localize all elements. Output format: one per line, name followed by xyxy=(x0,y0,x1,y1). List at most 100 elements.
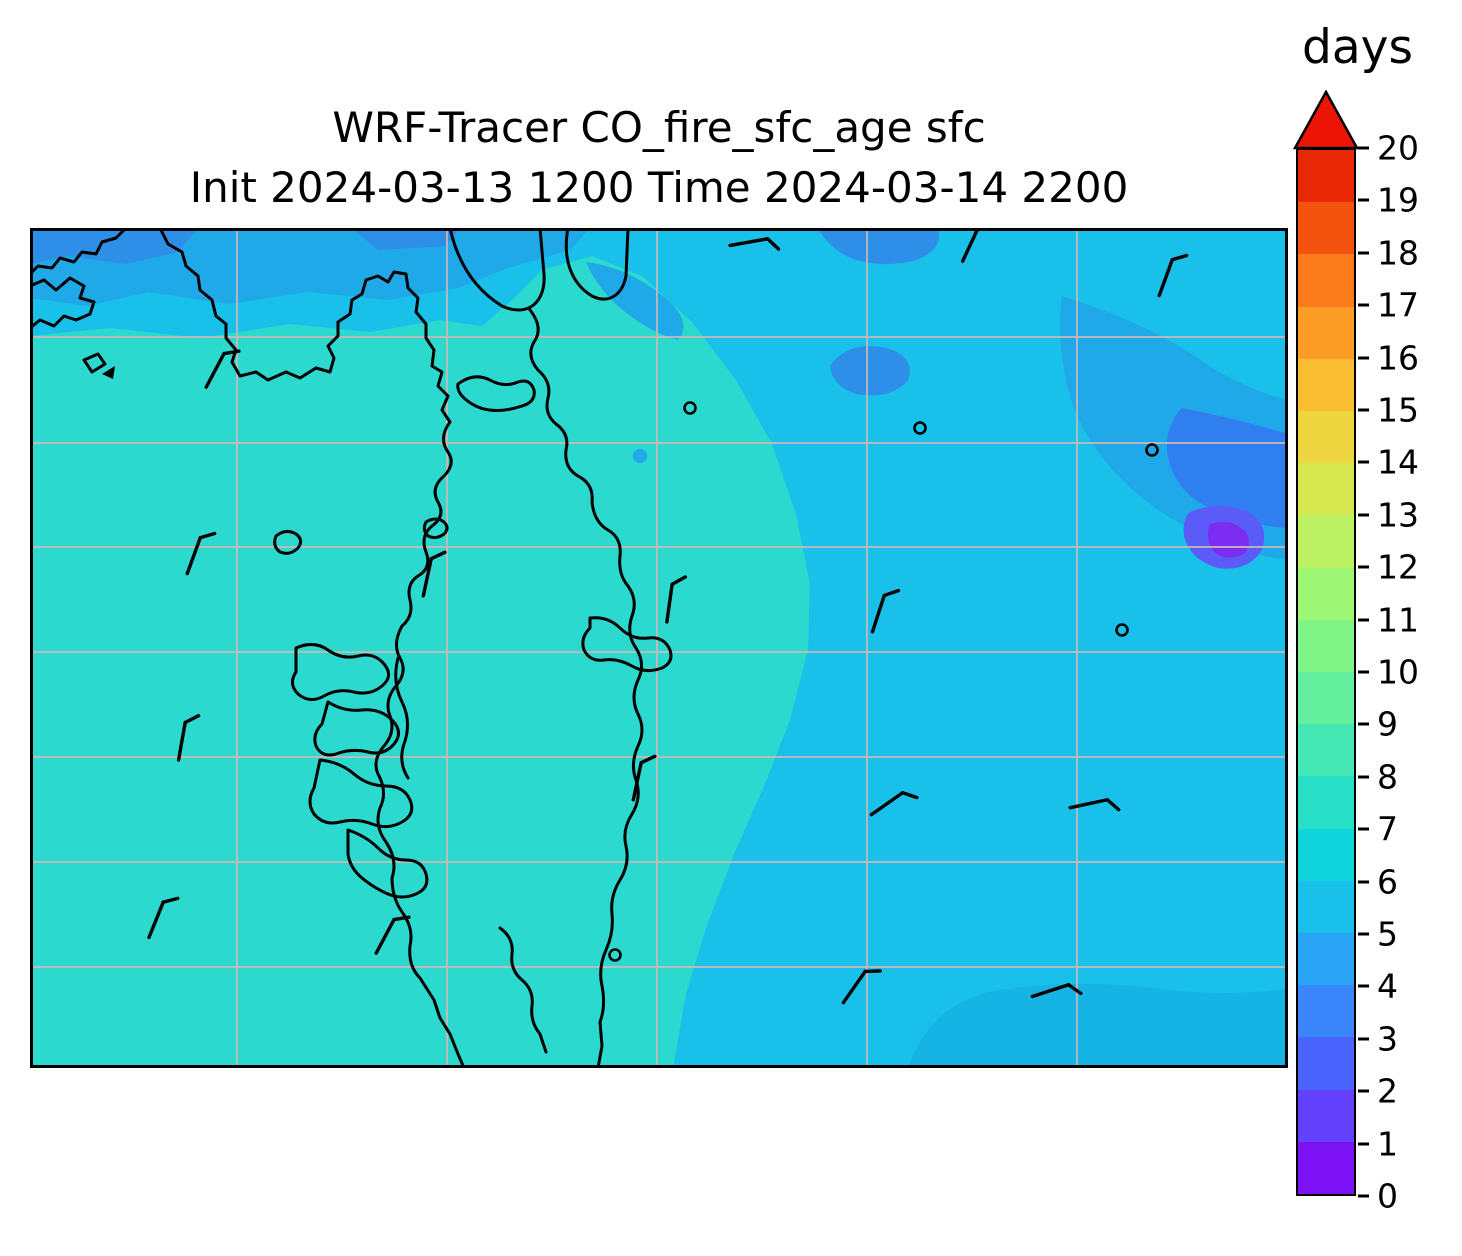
calm-wind-circle-icon xyxy=(1145,443,1159,457)
colorbar-tick-mark xyxy=(1358,670,1369,674)
colorbar-tick: 11 xyxy=(1358,600,1419,639)
colorbar-tick-label: 20 xyxy=(1377,128,1419,168)
colorbar-tick-label: 15 xyxy=(1377,390,1419,430)
colorbar-band xyxy=(1298,933,1354,986)
colorbar-tick: 13 xyxy=(1358,495,1419,534)
colorbar-tick: 16 xyxy=(1358,338,1419,377)
colorbar-tick-mark xyxy=(1358,827,1369,831)
colorbar-tick-label: 14 xyxy=(1377,442,1419,482)
colorbar-band xyxy=(1298,254,1354,307)
calm-wind-circle-icon xyxy=(683,401,697,415)
colorbar-tick-mark xyxy=(1358,408,1369,412)
colorbar-tick-labels: 0 1 2 3 4 5 6 7 8 9 10 11 12 13 14 15 16 17 18 19 20 xyxy=(1358,129,1462,1216)
wind-barb-icon xyxy=(1068,798,1121,812)
wind-barb-icon xyxy=(841,969,882,1005)
colorbar-tick: 3 xyxy=(1358,1019,1398,1058)
colorbar-band xyxy=(1298,724,1354,777)
colorbar-band xyxy=(1298,150,1354,203)
colorbar-tick-mark xyxy=(1358,984,1369,988)
colorbar-tick-label: 7 xyxy=(1377,809,1398,849)
wind-barb-icon xyxy=(1157,253,1189,298)
grid-lines xyxy=(30,228,1288,1068)
coastline-path xyxy=(158,228,466,1068)
colorbar-band xyxy=(1298,202,1354,255)
plot-title-line2: Init 2024-03-13 1200 Time 2024-03-14 220… xyxy=(189,162,1129,212)
colorbar-tick-mark xyxy=(1358,1142,1369,1146)
colorbar-tick-label: 8 xyxy=(1377,757,1398,797)
contour-region-topleft-blue xyxy=(30,228,198,264)
contour-region-top-dip xyxy=(586,262,684,340)
colorbar-tick: 18 xyxy=(1358,233,1419,272)
wind-barbs xyxy=(102,228,1189,1005)
wind-barb-icon xyxy=(960,228,996,263)
colorbar-tick-label: 1 xyxy=(1377,1124,1398,1164)
colorbar-band xyxy=(1298,567,1354,620)
colorbar-tick-mark xyxy=(1358,460,1369,464)
colorbar-tick-label: 18 xyxy=(1377,233,1419,273)
colorbar-tick-mark xyxy=(1358,356,1369,360)
colorbar-extend-triangle xyxy=(1293,90,1359,150)
colorbar-tick: 12 xyxy=(1358,548,1419,587)
colorbar-tick-label: 5 xyxy=(1377,914,1398,954)
colorbar-band xyxy=(1298,358,1354,412)
wind-barb-icon xyxy=(665,575,688,624)
colorbar-tick-mark xyxy=(1358,1089,1369,1093)
calm-wind-circle-icon xyxy=(1115,623,1129,637)
colorbar-tick-mark xyxy=(1358,565,1369,569)
colorbar-tick: 19 xyxy=(1358,181,1419,220)
colorbar-tick: 20 xyxy=(1358,129,1419,168)
colorbar-band xyxy=(1298,828,1354,881)
contour-region-east-blue xyxy=(1166,408,1288,528)
contour-field xyxy=(30,228,1288,1068)
colorbar-tick-label: 13 xyxy=(1377,495,1419,535)
colorbar-tick-label: 10 xyxy=(1377,652,1419,692)
colorbar-band xyxy=(1298,985,1354,1038)
colorbar-tick: 9 xyxy=(1358,705,1398,744)
colorbar-tick-label: 4 xyxy=(1377,966,1398,1006)
colorbar-band xyxy=(1298,1089,1354,1142)
wind-barb-icon xyxy=(374,915,411,955)
contour-region-topmid-blue xyxy=(352,228,460,250)
colorbar-tick-mark xyxy=(1358,618,1369,622)
colorbar-tick: 0 xyxy=(1358,1177,1398,1216)
colorbar-tick-mark xyxy=(1358,251,1369,255)
wind-barb-icon xyxy=(185,531,217,576)
colorbar-band xyxy=(1298,1037,1354,1090)
wind-barb-icon xyxy=(631,754,657,802)
coastline-path xyxy=(30,228,128,276)
colorbar-tick: 15 xyxy=(1358,391,1419,430)
colorbar-tick: 7 xyxy=(1358,810,1398,849)
colorbar-tick-mark xyxy=(1358,722,1369,726)
colorbar-tick-label: 11 xyxy=(1377,600,1419,640)
colorbar-tick: 8 xyxy=(1358,757,1398,796)
colorbar-band xyxy=(1298,619,1354,673)
colorbar-tick: 17 xyxy=(1358,286,1419,325)
coastline-islet xyxy=(422,517,449,540)
colorbar-tick-label: 9 xyxy=(1377,704,1398,744)
coastline-path xyxy=(581,616,673,673)
colorbar-tick: 14 xyxy=(1358,443,1419,482)
colorbar-tick-mark xyxy=(1358,146,1369,150)
colorbar-tick: 1 xyxy=(1358,1124,1398,1163)
contour-region-bottomright xyxy=(908,983,1288,1068)
colorbar-tick-label: 16 xyxy=(1377,338,1419,378)
colorbar-tick: 5 xyxy=(1358,915,1398,954)
coastline-path xyxy=(308,758,414,829)
coastline-path xyxy=(456,375,536,412)
colorbar-band xyxy=(1298,776,1354,829)
wind-barb-icon xyxy=(147,896,180,940)
contour-region-right-blue-patch xyxy=(830,346,910,396)
map-plot xyxy=(30,228,1288,1068)
calm-wind-circle-icon xyxy=(913,421,927,435)
contour-dot xyxy=(633,449,647,463)
colorbar-tick: 4 xyxy=(1358,967,1398,1006)
coastline-path xyxy=(313,700,400,757)
colorbar-bar xyxy=(1296,148,1356,1196)
wind-barb-icon xyxy=(204,349,241,389)
coastline-path xyxy=(498,926,548,1054)
wind-barb-icon xyxy=(869,791,919,817)
colorbar-band xyxy=(1298,515,1354,568)
colorbar-tick-label: 6 xyxy=(1377,862,1398,902)
colorbar-tick-label: 0 xyxy=(1377,1176,1398,1216)
colorbar-tick-mark xyxy=(1358,775,1369,779)
